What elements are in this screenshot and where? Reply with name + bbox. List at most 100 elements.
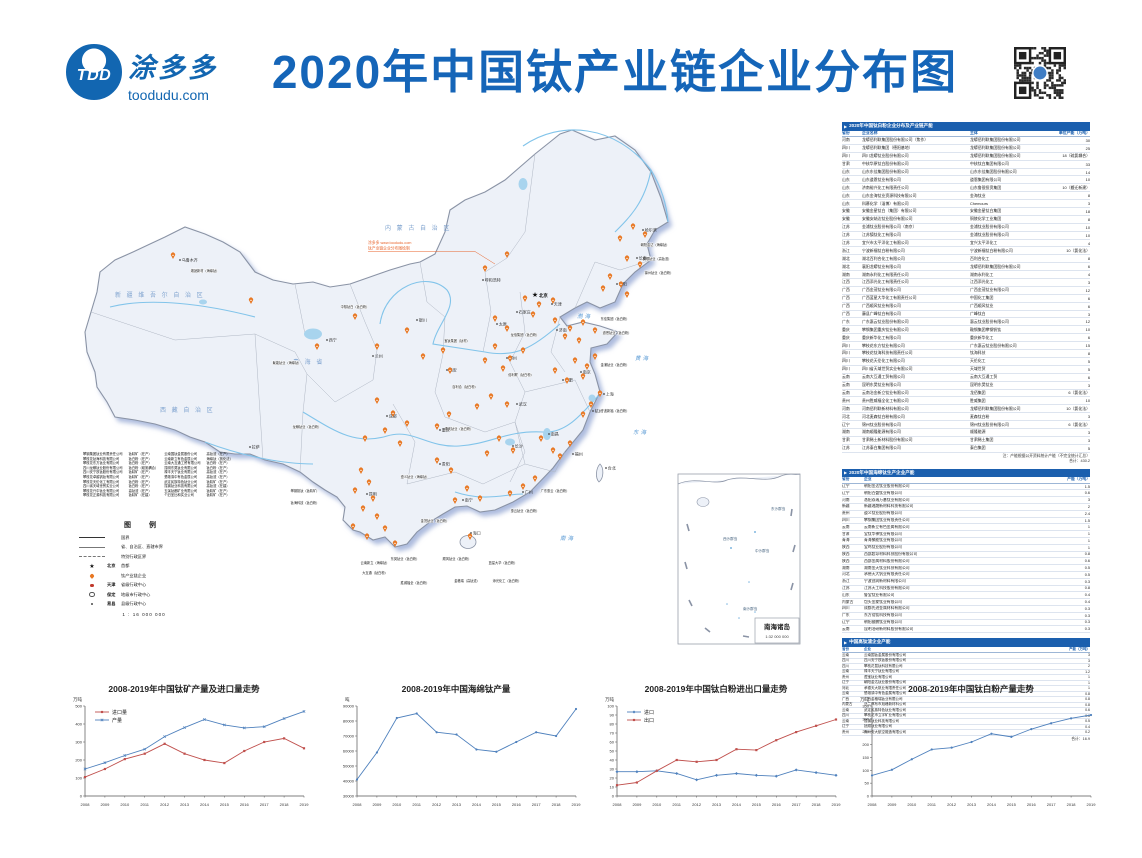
chart-ti-ore-trend: 2008-2019年中国钛矿产量及进口量走势 万吨 0 100 200 300 400 500… bbox=[58, 682, 310, 812]
svg-text:70000: 70000 bbox=[343, 734, 355, 739]
chart-title: 2008-2019年中国钛白粉产量走势 bbox=[908, 684, 1034, 694]
city-label: 台北 bbox=[605, 464, 616, 470]
enterprise-pin-icon bbox=[552, 367, 558, 374]
enterprise-pin-icon bbox=[492, 315, 498, 322]
enterprise-pin-icon bbox=[624, 255, 630, 262]
lakes bbox=[199, 178, 596, 446]
table-row: 重庆 攀钢集团重庆钛业有限公司 鞍钢集团攀钢钒钛 10 bbox=[842, 326, 1090, 335]
legend-sdot-icon bbox=[77, 603, 107, 606]
enterprise-pin-icon bbox=[434, 423, 440, 430]
svg-text:2019: 2019 bbox=[300, 802, 310, 807]
svg-text:2017: 2017 bbox=[260, 802, 270, 807]
enterprise-pin-icon bbox=[580, 411, 586, 418]
table-row: 浙江 宁波创润新材料有限公司 0.3 bbox=[842, 579, 1090, 586]
legend-item: 易县 县级行政中心 bbox=[77, 600, 211, 610]
svg-text:南宁: 南宁 bbox=[465, 496, 473, 502]
enterprise-pin-icon bbox=[477, 495, 483, 502]
table-row: 云南 云南大互通工贸有限公司 云南大互通工贸 6 bbox=[842, 374, 1090, 382]
enterprise-label: 顺风钛业（钛白粉） bbox=[443, 556, 472, 561]
enterprise-pin-icon bbox=[550, 297, 556, 304]
sichuan-yunnan-company-list: 攀钢集团钛业有限责任公司 攀枝花钛海科技有限公司 攀枝花东方钛业有限公司 四川龙蟒钛业… bbox=[83, 452, 345, 498]
enterprise-pin-icon bbox=[364, 533, 370, 540]
inset-island-label: 西沙群岛 bbox=[723, 536, 738, 541]
table-row: 河南 河南佰利联新材料有限公司 龙蟒佰利联集团股份有限公司 10（氯化法） bbox=[842, 405, 1090, 414]
inset-island-label: 南沙群岛 bbox=[743, 606, 758, 611]
enterprise-label: 锦州钛业（钛白粉） bbox=[645, 270, 674, 275]
svg-text:2019: 2019 bbox=[1087, 802, 1097, 807]
table-row: 云南 楚雄滇中有色金属有限公司 0.8 bbox=[842, 691, 1090, 698]
svg-text:兰州: 兰州 bbox=[375, 352, 383, 358]
table-row: 山东 科慕化学（淄博）有限公司 Chemours 3 bbox=[842, 200, 1090, 209]
city-label: 太原 bbox=[496, 320, 507, 326]
table-row: 山东 济南裕兴化工有限责任公司 山东鲁银投资集团 10（搬迁新建） bbox=[842, 184, 1090, 193]
table-row: 云南 昆钢钛业科技有限公司 0.5 bbox=[842, 718, 1090, 725]
svg-text:2016: 2016 bbox=[240, 802, 250, 807]
enterprise-pin-icon bbox=[580, 373, 586, 380]
svg-text:2017: 2017 bbox=[792, 802, 802, 807]
svg-text:2009: 2009 bbox=[372, 802, 382, 807]
city-label: 重庆 bbox=[439, 426, 450, 432]
table-ti-slag-producers: ▶ 中国高钛渣企业产能 省份 企业 产能（万吨） 云南 云南国钛金属股份有限公司 3 四川 四川安… bbox=[842, 638, 1090, 742]
enterprise-label: 中核钛白（钛白粉） bbox=[341, 304, 370, 309]
enterprise-label: 宝钛集团（钛材） bbox=[444, 338, 470, 343]
map-scale: 1 : 16 000 000 bbox=[122, 612, 166, 617]
svg-text:乌鲁木齐: 乌鲁木齐 bbox=[182, 256, 198, 262]
qr-code bbox=[1014, 46, 1066, 100]
legend-title: 图 例 bbox=[124, 522, 164, 529]
svg-text:哈尔滨: 哈尔滨 bbox=[645, 226, 657, 232]
table-tio2-producers: ▶ 2020年中国钛白粉企业分布及产业链产能 省份 企业名称 主体 单位产能（万吨） 河南龙… bbox=[842, 122, 1090, 464]
svg-text:2010: 2010 bbox=[120, 802, 130, 807]
enterprise-label: 金浦钛业（钛白粉） bbox=[601, 362, 630, 367]
table-title: 中国高钛渣企业产能 bbox=[849, 639, 891, 645]
city-label: 南宁 bbox=[462, 496, 473, 502]
table-row: 四川 四川省天域世贸实业有限公司 天域世贸 5 bbox=[842, 366, 1090, 374]
table-row: 四川 攀枝花昆钛科技有限公司 2 bbox=[842, 663, 1090, 670]
brand-block: 涂多多 toodudu.com bbox=[128, 46, 218, 103]
table-row: 河北 承德天大钒业有限责任公司 1 bbox=[842, 685, 1090, 692]
svg-text:南京: 南京 bbox=[583, 368, 591, 374]
enterprise-pin-icon bbox=[507, 355, 513, 362]
svg-text:武汉: 武汉 bbox=[519, 400, 527, 406]
svg-text:长沙: 长沙 bbox=[515, 442, 523, 448]
enterprise-pin-icon bbox=[170, 252, 176, 259]
legend-entry: 出口 bbox=[644, 717, 654, 724]
enterprise-label: 宁波新福（钛白粉） bbox=[601, 408, 630, 413]
enterprise-pin-icon bbox=[488, 393, 494, 400]
table-row: 贵州 遵义钛业股份有限公司 2.4 bbox=[842, 511, 1090, 518]
city-label: 昆明 bbox=[366, 491, 377, 496]
legend-item-label: 首都 bbox=[121, 563, 130, 569]
column-header: 企业 bbox=[864, 646, 871, 651]
legend-item: 特别行政区界 bbox=[77, 552, 211, 562]
svg-text:400: 400 bbox=[75, 722, 82, 727]
inset-title: 南海诸岛 bbox=[764, 622, 791, 631]
sea-label: 东海 bbox=[633, 429, 648, 436]
city-label: 银川 bbox=[416, 316, 427, 322]
hainan-island bbox=[459, 535, 477, 549]
legend-item: 国界 bbox=[77, 533, 211, 543]
legend-item-label: 省、自治区、直辖市界 bbox=[121, 544, 163, 550]
enterprise-label: 蓝星大华（钛白粉） bbox=[489, 560, 518, 565]
svg-text:2019: 2019 bbox=[832, 802, 842, 807]
company-list-column: 云南国钛金属股份公司 云南新立有色金属公司 云南大互通工贸有限公司 昆明东昊钛业有限公… bbox=[164, 452, 201, 498]
table-title: 2020年中国海绵钛生产企业产能 bbox=[849, 469, 915, 475]
enterprise-pin-icon bbox=[572, 357, 578, 364]
svg-text:2010: 2010 bbox=[652, 802, 662, 807]
page-title: 2020年中国钛产业链企业分布图 bbox=[271, 46, 959, 98]
enterprise-pin-icon bbox=[538, 435, 544, 442]
svg-text:2015: 2015 bbox=[1007, 802, 1017, 807]
table-row: 四川 龙蟒佰利联集团（德阳基地） 龙蟒佰利联集团股份有限公司 25 bbox=[842, 145, 1090, 153]
enterprise-pin-icon bbox=[536, 301, 542, 308]
province-borders bbox=[90, 153, 652, 485]
table-row: 湖北 湖北百利合化工有限公司 百利合化工 8 bbox=[842, 255, 1090, 264]
table-row: 江西 江西添光化工有限责任公司 江西添光化工 3 bbox=[842, 279, 1090, 287]
enterprise-label: 百利合（钛白粉） bbox=[452, 384, 478, 389]
table-row: 湖北 襄阳龙蟒钛业有限公司 龙蟒佰利联集团股份有限公司 6 bbox=[842, 263, 1090, 272]
svg-text:100: 100 bbox=[75, 776, 82, 781]
svg-text:郑州: 郑州 bbox=[509, 354, 517, 360]
table-footer: 注：产能根据公开资料统计产能（不完全统计汇总） 合计：430.2 bbox=[842, 454, 1090, 464]
table-title-bar: ▶ 2020年中国海绵钛生产企业产能 bbox=[842, 468, 1090, 478]
city-label: 郑州 bbox=[506, 354, 517, 360]
legend-item: 天津 省级行政中心 bbox=[77, 581, 211, 591]
